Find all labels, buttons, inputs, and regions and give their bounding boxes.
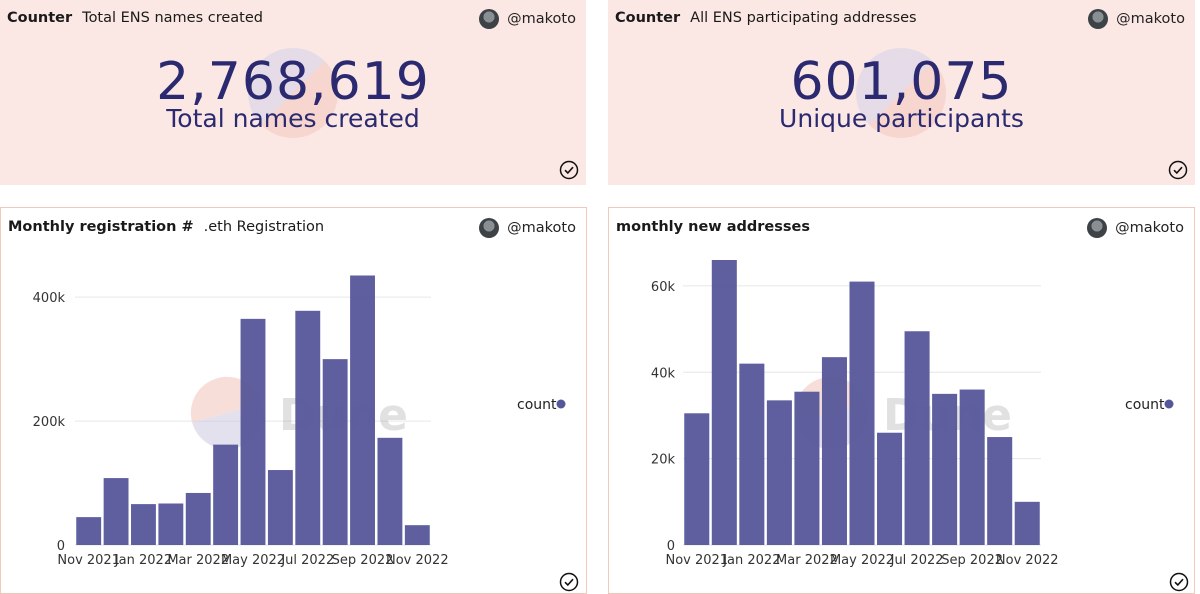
avatar	[479, 9, 500, 29]
bar	[959, 389, 985, 545]
y-tick-label: 0	[667, 539, 675, 554]
x-tick-label: May 2022	[830, 553, 894, 568]
x-tick-label: Jan 2022	[722, 553, 780, 568]
bar	[766, 400, 792, 545]
author[interactable]: @makoto	[1087, 218, 1184, 238]
check-circle-icon	[559, 160, 579, 180]
author-name[interactable]: @makoto	[507, 11, 576, 27]
bar	[987, 437, 1013, 545]
panel-type-label: Counter	[7, 10, 73, 26]
y-tick-label: 200k	[33, 415, 66, 430]
addresses-counter-panel: Counter All ENS participating addresses @…	[608, 0, 1195, 185]
panel-header: Monthly registration # .eth Registration	[8, 219, 324, 235]
y-tick-label: 60k	[651, 280, 676, 295]
x-tick-label: Mar 2022	[167, 553, 229, 568]
panel-header: Counter Total ENS names created	[7, 10, 263, 26]
panel-title[interactable]: monthly new addresses	[616, 219, 810, 235]
x-tick-label: Nov 2022	[996, 553, 1059, 568]
x-tick-label: May 2022	[221, 553, 285, 568]
bar	[350, 275, 375, 545]
bar	[267, 470, 293, 545]
counter-value: 2,768,619	[156, 52, 430, 112]
panel-type-label: Monthly registration #	[8, 219, 194, 235]
bar	[404, 525, 430, 545]
legend-swatch	[556, 399, 566, 409]
bar	[684, 413, 710, 545]
author-name[interactable]: @makoto	[1116, 11, 1185, 27]
x-tick-label: Jul 2022	[280, 553, 334, 568]
legend-label: count	[517, 397, 557, 413]
author-name[interactable]: @makoto	[1115, 220, 1184, 236]
x-tick-label: Nov 2022	[386, 553, 449, 568]
bar	[711, 260, 737, 545]
counter-value: 601,075	[790, 52, 1013, 112]
bar	[185, 492, 211, 545]
names-counter-panel: Counter Total ENS names created @makoto 2…	[0, 0, 586, 185]
x-tick-label: Sep 2022	[332, 553, 394, 568]
bar	[739, 363, 765, 545]
x-tick-label: Sep 2022	[941, 553, 1003, 568]
bar	[904, 331, 930, 545]
avatar	[479, 218, 500, 238]
legend-label: count	[1125, 397, 1165, 413]
avatar	[1088, 9, 1109, 29]
y-tick-label: 400k	[33, 291, 66, 306]
bar	[103, 478, 129, 545]
x-tick-label: Jul 2022	[890, 553, 944, 568]
bar	[240, 318, 266, 545]
addresses-chart-panel: monthly new addresses @makoto 0 20k 40k 60k…	[608, 207, 1195, 594]
panel-header: Counter All ENS participating addresses	[615, 10, 917, 26]
x-tick-label: Nov 2021	[665, 553, 728, 568]
panel-title[interactable]: All ENS participating addresses	[690, 10, 917, 26]
bar	[377, 437, 403, 545]
bar	[794, 391, 820, 545]
bar	[213, 444, 239, 545]
author[interactable]: @makoto	[479, 218, 576, 238]
dune-logo-watermark	[248, 48, 338, 138]
bar	[295, 310, 321, 545]
counter-caption: Total names created	[166, 104, 420, 133]
panel-title[interactable]: Total ENS names created	[82, 10, 263, 26]
bar	[877, 432, 903, 545]
avatar	[1087, 218, 1108, 238]
panel-title[interactable]: .eth Registration	[203, 219, 325, 235]
registration-chart-panel: Monthly registration # .eth Registration …	[0, 207, 587, 594]
x-tick-label: Mar 2022	[776, 553, 838, 568]
bar	[322, 359, 348, 545]
bar	[76, 517, 102, 545]
y-tick-label: 40k	[651, 366, 676, 381]
panel-type-label: Counter	[615, 10, 681, 26]
x-tick-label: Nov 2021	[57, 553, 120, 568]
y-tick-label: 0	[57, 539, 65, 554]
author-name[interactable]: @makoto	[507, 220, 576, 236]
bar	[849, 281, 875, 545]
dune-logo-watermark	[856, 48, 946, 138]
legend-swatch	[1164, 399, 1174, 409]
check-circle-icon	[559, 572, 579, 592]
check-circle-icon	[1168, 160, 1188, 180]
author[interactable]: @makoto	[479, 9, 576, 29]
bar	[821, 357, 847, 545]
panel-header: monthly new addresses	[616, 219, 820, 235]
check-circle-icon	[1169, 572, 1189, 592]
author[interactable]: @makoto	[1088, 9, 1185, 29]
bar	[932, 393, 958, 545]
x-tick-label: Jan 2022	[114, 553, 172, 568]
counter-caption: Unique participants	[779, 104, 1024, 133]
y-tick-label: 20k	[651, 453, 676, 468]
bar	[131, 504, 156, 545]
bar	[158, 503, 184, 545]
bar	[1014, 501, 1040, 545]
